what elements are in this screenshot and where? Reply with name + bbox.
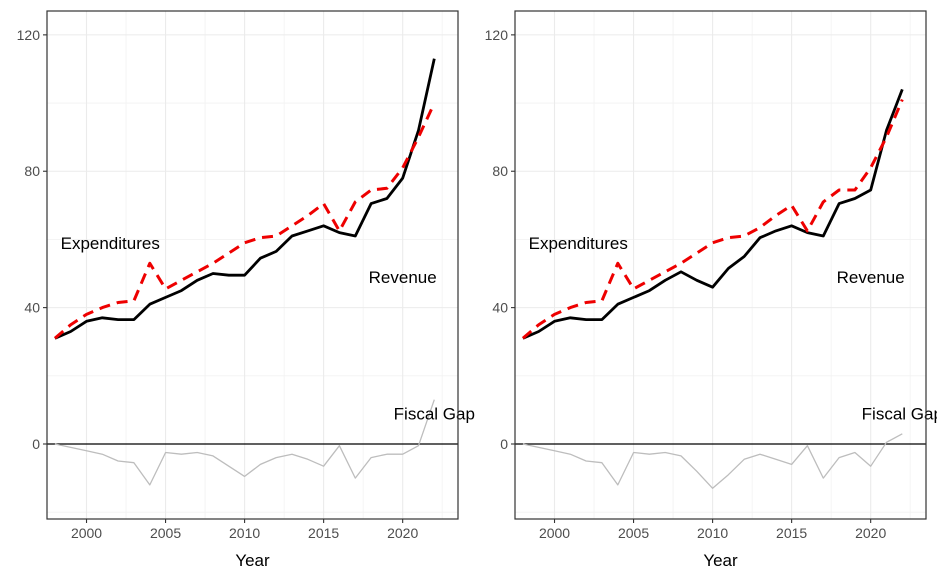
y-tick-label: 80 (492, 163, 508, 179)
series-line-revenue (54, 58, 436, 340)
x-tick-label: 2000 (71, 525, 102, 541)
series-line-fiscal-gap (54, 399, 435, 486)
annotation-label: Expenditures (529, 234, 628, 253)
x-axis-title: Year (235, 551, 270, 570)
chart-panel-1: Expenditures Revenue Fiscal Gap 0 40 80 120 200… (17, 10, 475, 570)
y-tick-label: 40 (24, 300, 40, 316)
series-line-expenditures (53, 102, 436, 340)
y-tick-label: 0 (500, 436, 508, 452)
annotation-label: Revenue (837, 268, 905, 287)
y-tick-label: 120 (17, 27, 41, 43)
annotation-label: Revenue (369, 268, 437, 287)
y-tick-label: 120 (485, 27, 509, 43)
y-tick-label: 80 (24, 163, 40, 179)
plot-background (515, 11, 926, 519)
series-line-expenditures (521, 99, 904, 340)
x-tick-label: 2010 (697, 525, 728, 541)
annotation-label: Expenditures (61, 234, 160, 253)
series-line-revenue (522, 88, 904, 340)
panel-border (46, 10, 459, 520)
series-line-fiscal-gap (522, 433, 903, 489)
x-tick-label: 2020 (855, 525, 886, 541)
panel-border (514, 10, 927, 520)
chart-panel-2: Expenditures Revenue Fiscal Gap 0 40 80 120 200… (485, 10, 937, 570)
x-tick-label: 2020 (387, 525, 418, 541)
y-tick-label: 40 (492, 300, 508, 316)
annotation-label: Fiscal Gap (862, 404, 937, 423)
x-tick-label: 2015 (308, 525, 339, 541)
annotation-label: Fiscal Gap (394, 404, 475, 423)
x-tick-label: 2010 (229, 525, 260, 541)
x-tick-label: 2005 (618, 525, 649, 541)
x-tick-label: 2000 (539, 525, 570, 541)
x-tick-label: 2015 (776, 525, 807, 541)
x-axis-title: Year (703, 551, 738, 570)
y-tick-label: 0 (32, 436, 40, 452)
x-tick-label: 2005 (150, 525, 181, 541)
